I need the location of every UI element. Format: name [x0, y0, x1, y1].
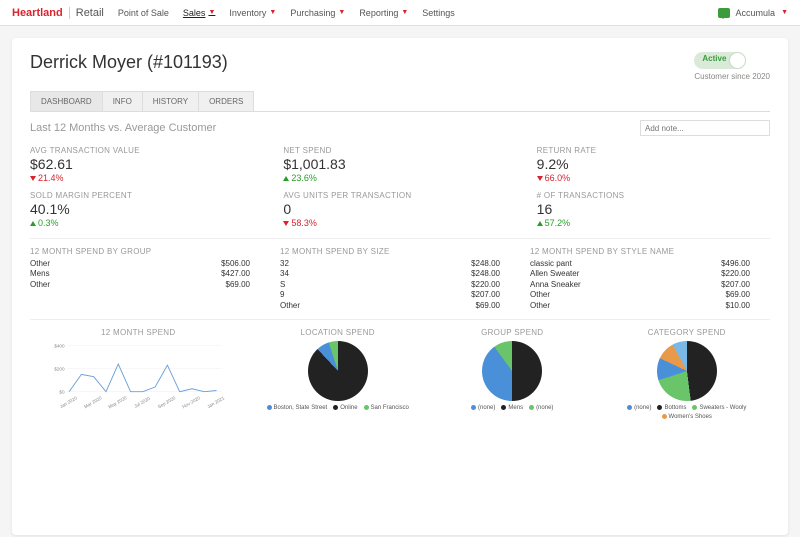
svg-text:Jan 2020: Jan 2020: [59, 395, 78, 409]
table-row: Other$69.00: [30, 280, 270, 290]
chevron-down-icon: ▼: [208, 9, 215, 16]
table-row: Other$10.00: [530, 301, 770, 311]
pie-chart: [657, 341, 717, 401]
legend-item: (none): [627, 405, 651, 411]
metric: # OF TRANSACTIONS 16 57.2%: [537, 191, 770, 228]
table-row: Other$69.00: [280, 301, 520, 311]
nav-inventory[interactable]: Inventory▼: [229, 8, 276, 18]
metric: AVG TRANSACTION VALUE $62.61 21.4%: [30, 146, 263, 183]
tab-dashboard[interactable]: DASHBOARD: [30, 91, 103, 111]
spend-tables: 12 MONTH SPEND BY GROUPOther$506.00Mens$…: [30, 247, 770, 320]
svg-text:Sep 2020: Sep 2020: [157, 395, 177, 409]
legend-item: Online: [333, 405, 357, 411]
tab-history[interactable]: HISTORY: [142, 91, 199, 111]
legend-item: Mens: [501, 405, 523, 411]
pie-chart: [308, 341, 368, 401]
legend-item: San Francisco: [364, 405, 409, 411]
table-row: Allen Sweater$220.00: [530, 269, 770, 279]
page-title: Derrick Moyer (#101193): [30, 52, 228, 73]
legend-item: (none): [529, 405, 553, 411]
svg-text:Nov 2020: Nov 2020: [181, 395, 201, 409]
table-row: S$220.00: [280, 280, 520, 290]
spend-table: 12 MONTH SPEND BY SIZE32$248.0034$248.00…: [280, 247, 520, 311]
chat-icon[interactable]: [718, 8, 730, 18]
line-chart-12mo-spend: 12 MONTH SPEND $400$200$0Jan 2020Mar 202…: [30, 328, 246, 420]
pie-group-spend: GROUP SPEND (none)Mens(none): [429, 328, 596, 420]
table-row: 32$248.00: [280, 259, 520, 269]
legend-item: Boston, State Street: [267, 405, 328, 411]
metric: AVG UNITS PER TRANSACTION 0 58.3%: [283, 191, 516, 228]
note-input[interactable]: [640, 120, 770, 136]
user-menu[interactable]: Accumula ▼: [718, 8, 788, 18]
user-name: Accumula: [736, 8, 776, 18]
svg-text:Mar 2020: Mar 2020: [83, 395, 103, 409]
svg-text:Jan 2021: Jan 2021: [206, 395, 225, 409]
customer-since: Customer since 2020: [694, 72, 770, 81]
table-row: Other$69.00: [530, 290, 770, 300]
table-row: 9$207.00: [280, 290, 520, 300]
legend: Boston, State Street Online San Francisco: [254, 405, 421, 411]
brand-logo-right: Retail: [69, 7, 104, 19]
charts-row: 12 MONTH SPEND $400$200$0Jan 2020Mar 202…: [30, 328, 770, 420]
pie-category-spend: CATEGORY SPEND (none)BottomsSweaters - W…: [603, 328, 770, 420]
table-row: Other$506.00: [30, 259, 270, 269]
chevron-down-icon: ▼: [269, 9, 276, 16]
nav-point-of-sale[interactable]: Point of Sale: [118, 8, 169, 18]
legend-item: Women's Shoes: [662, 414, 712, 420]
nav-sales[interactable]: Sales▼: [183, 8, 215, 18]
metric: NET SPEND $1,001.83 23.6%: [283, 146, 516, 183]
table-row: Mens$427.00: [30, 269, 270, 279]
tab-orders[interactable]: ORDERS: [198, 91, 254, 111]
legend: (none) Bottoms Sweaters - Wooly Women's Sho…: [603, 405, 770, 420]
svg-text:May 2020: May 2020: [108, 395, 128, 410]
pie-chart: [482, 341, 542, 401]
legend-item: Bottoms: [657, 405, 686, 411]
metrics-grid: AVG TRANSACTION VALUE $62.61 21.4% NET SP…: [30, 146, 770, 239]
svg-text:$0: $0: [59, 389, 65, 394]
brand-logo-left: Heartland: [12, 7, 63, 19]
metric: SOLD MARGIN PERCENT 40.1% 0.3%: [30, 191, 263, 228]
chevron-down-icon: ▼: [338, 9, 345, 16]
legend-item: Sweaters - Wooly: [692, 405, 746, 411]
table-row: classic pant$496.00: [530, 259, 770, 269]
nav-settings[interactable]: Settings: [422, 8, 455, 18]
status-label: Active: [702, 54, 726, 63]
status-toggle[interactable]: Active: [694, 52, 746, 69]
customer-panel: Derrick Moyer (#101193) Active Customer …: [12, 38, 788, 535]
table-row: Anna Sneaker$207.00: [530, 280, 770, 290]
spend-table: 12 MONTH SPEND BY GROUPOther$506.00Mens$…: [30, 247, 270, 311]
spend-table: 12 MONTH SPEND BY STYLE NAMEclassic pant…: [530, 247, 770, 311]
nav-purchasing[interactable]: Purchasing▼: [290, 8, 345, 18]
pie-location-spend: LOCATION SPEND Boston, State StreetOnlin…: [254, 328, 421, 420]
top-nav: Heartland Retail Point of Sale Sales▼ Inve…: [0, 0, 800, 26]
chevron-down-icon: ▼: [401, 9, 408, 16]
tabs: DASHBOARDINFOHISTORYORDERS: [30, 91, 770, 112]
legend-item: (none): [471, 405, 495, 411]
svg-text:$200: $200: [54, 366, 65, 371]
svg-text:Jul 2020: Jul 2020: [133, 396, 151, 409]
chevron-down-icon: ▼: [781, 9, 788, 16]
legend: (none) Mens (none): [429, 405, 596, 411]
subtitle: Last 12 Months vs. Average Customer: [30, 122, 216, 134]
metric: RETURN RATE 9.2% 66.0%: [537, 146, 770, 183]
tab-info[interactable]: INFO: [102, 91, 143, 111]
svg-text:$400: $400: [54, 343, 65, 348]
nav-reporting[interactable]: Reporting▼: [359, 8, 408, 18]
table-row: 34$248.00: [280, 269, 520, 279]
